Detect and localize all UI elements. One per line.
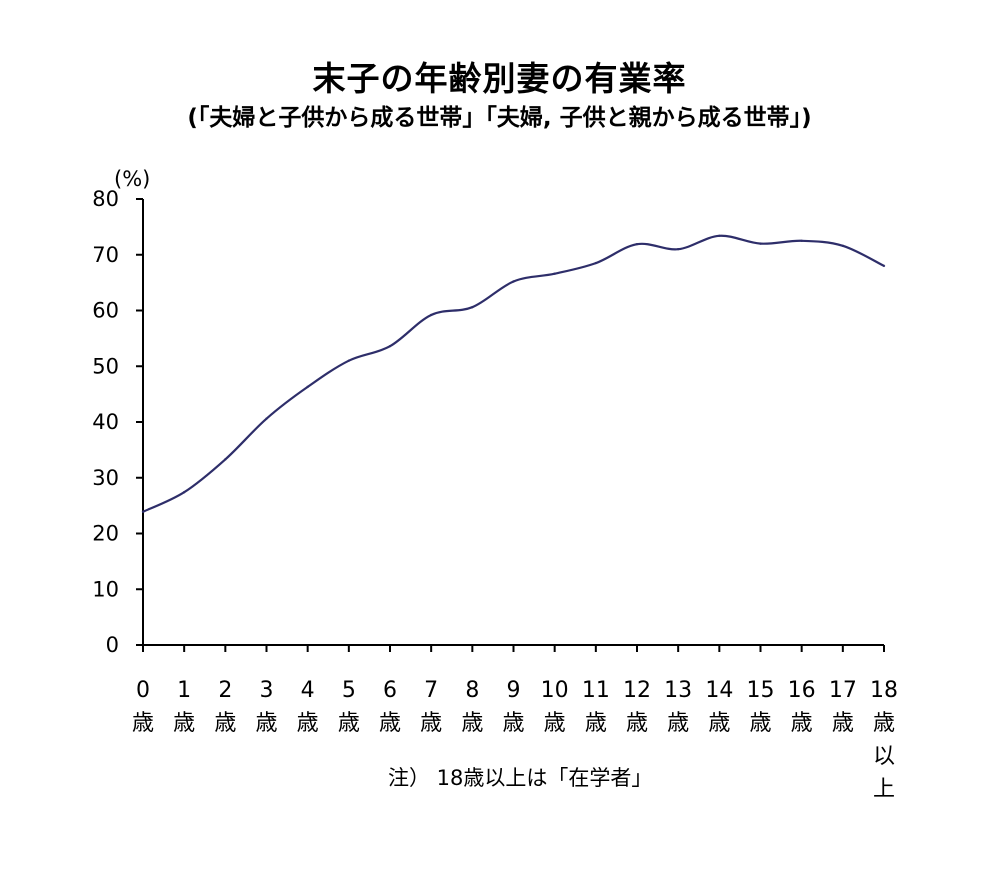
x-tick-suffix: 歳 [832, 711, 854, 736]
x-tick-number: 2 [218, 678, 232, 703]
y-tick-label: 80 [92, 187, 119, 211]
data-point [265, 417, 268, 420]
x-tick-suffix: 歳 [626, 711, 648, 736]
data-point [141, 510, 145, 513]
x-tick-number: 18 [870, 678, 898, 703]
data-point [429, 313, 433, 317]
data-point [306, 385, 309, 389]
x-tick-number: 8 [465, 678, 479, 703]
x-tick-number: 1 [177, 678, 191, 703]
x-tick-suffix: 歳 [873, 711, 895, 736]
x-tick-suffix: 歳 [338, 711, 360, 736]
y-tick-label: 20 [92, 522, 119, 546]
x-tick-suffix: 上 [873, 777, 895, 802]
y-tick-label: 10 [92, 577, 119, 601]
x-tick-number: 16 [788, 678, 816, 703]
chart-subtitle: (「夫婦と子供から成る世帯」「夫婦, 子供と親から成る世帯」) [187, 105, 812, 131]
x-tick-number: 4 [301, 678, 315, 703]
x-tick-number: 17 [829, 678, 857, 703]
x-tick-number: 3 [260, 678, 274, 703]
x-tick-number: 15 [747, 678, 775, 703]
x-tick-suffix: 歳 [461, 711, 483, 736]
data-point [471, 305, 474, 309]
x-tick-suffix: 歳 [667, 711, 689, 736]
x-tick-suffix: 歳 [173, 711, 195, 736]
series-line [142, 234, 885, 513]
data-point [512, 280, 515, 283]
x-tick-suffix: 以 [873, 744, 895, 769]
footnote: 注） 18歳以上は「在学者」 [388, 766, 653, 790]
x-tick-suffix: 歳 [502, 711, 524, 736]
y-tick-label: 60 [92, 299, 119, 323]
x-tick-suffix: 歳 [255, 711, 277, 736]
x-tick-number: 13 [664, 678, 692, 703]
data-point [347, 359, 351, 362]
x-tick-suffix: 歳 [214, 711, 236, 736]
x-tick-number: 11 [582, 678, 610, 703]
x-tick-suffix: 歳 [708, 711, 730, 736]
x-tick-number: 14 [705, 678, 733, 703]
data-point [594, 261, 598, 265]
x-tick-suffix: 歳 [544, 711, 566, 736]
y-unit-label: (%) [114, 167, 150, 191]
x-tick-suffix: 歳 [297, 711, 319, 736]
x-tick-number: 9 [507, 678, 521, 703]
y-tick-label: 0 [106, 633, 119, 657]
x-tick-labels: 0歳1歳2歳3歳4歳5歳6歳7歳8歳9歳10歳11歳12歳13歳14歳15歳16… [132, 678, 898, 802]
y-tick-labels: 0 10 20 30 40 50 60 70 80(%) [92, 167, 150, 657]
y-tick-label: 30 [92, 466, 119, 490]
y-tick-label: 50 [92, 354, 119, 378]
data-point [841, 244, 845, 248]
x-tick-number: 0 [136, 678, 150, 703]
data-point [553, 272, 556, 275]
x-tick-suffix: 歳 [379, 711, 401, 736]
series-line-layer [141, 234, 886, 513]
y-tick-label: 40 [92, 410, 119, 434]
x-tick-suffix: 歳 [420, 711, 442, 736]
data-point [882, 264, 886, 268]
x-tick-suffix: 歳 [585, 711, 607, 736]
x-tick-number: 10 [541, 678, 569, 703]
data-point [718, 234, 721, 237]
x-tick-number: 5 [342, 678, 356, 703]
y-tick-label: 70 [92, 243, 119, 267]
x-tick-number: 6 [383, 678, 397, 703]
data-point [224, 458, 227, 461]
data-point [388, 344, 392, 348]
data-point [635, 242, 639, 246]
x-tick-suffix: 歳 [749, 711, 771, 736]
x-tick-number: 12 [623, 678, 651, 703]
data-point [759, 242, 762, 245]
data-point [676, 247, 680, 251]
x-tick-suffix: 歳 [791, 711, 813, 736]
axes-layer [136, 198, 885, 652]
chart-title: 末子の年齢別妻の有業率 [312, 59, 687, 98]
x-tick-suffix: 歳 [132, 711, 154, 736]
data-point [800, 239, 803, 243]
data-point [182, 491, 186, 494]
x-tick-number: 7 [424, 678, 438, 703]
